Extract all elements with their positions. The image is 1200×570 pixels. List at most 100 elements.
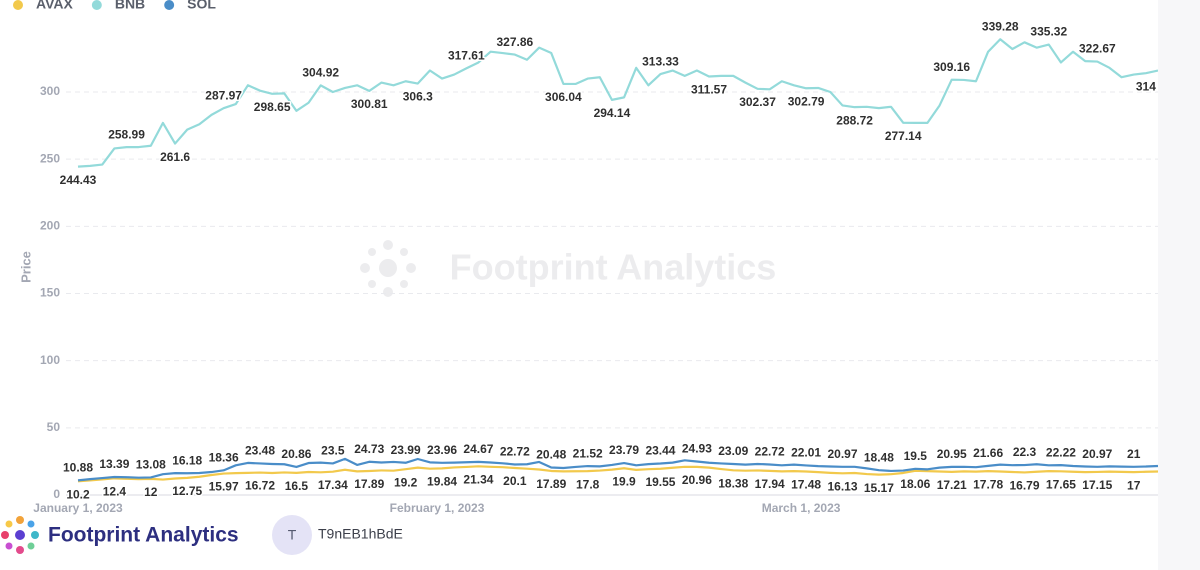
data-label: 302.79	[788, 94, 825, 108]
data-label: 309.16	[933, 60, 970, 74]
user-name[interactable]: T9nEB1hBdE	[318, 526, 403, 542]
avatar[interactable]	[272, 515, 312, 555]
data-label: 327.86	[497, 35, 534, 49]
data-label: 20.1	[503, 474, 527, 488]
series-line	[77, 38, 1158, 168]
x-tick-label: February 1, 2023	[390, 501, 485, 515]
data-label: 20.95	[937, 447, 967, 461]
footer: Footprint Analytics T T9nEB1hBdE	[1, 515, 403, 555]
data-label: 20.97	[1082, 447, 1112, 461]
watermark-logo	[360, 240, 416, 297]
x-tick-label: January 1, 2023	[33, 501, 123, 515]
y-tick-label: 100	[40, 353, 60, 367]
data-label: 20.48	[536, 448, 566, 462]
data-label: 17.48	[791, 478, 821, 492]
data-label: 15.97	[209, 480, 239, 494]
data-label: 261.6	[160, 150, 190, 164]
data-label: 22.72	[500, 445, 530, 459]
avatar-initial[interactable]: T	[288, 527, 297, 543]
data-label: 22.22	[1046, 445, 1076, 459]
data-label: 17.89	[354, 477, 384, 491]
data-label: 17.34	[318, 478, 348, 492]
data-label: 16.18	[172, 453, 202, 467]
x-tick-label: March 1, 2023	[762, 501, 841, 515]
plot: 10.2 12.4 12 12.75 15.97 16.72 16.5 17.34 17.89 1…	[58, 18, 1158, 501]
legend-label: SOL	[187, 0, 216, 12]
data-label: 24.73	[354, 442, 384, 456]
y-tick-label: 200	[40, 219, 60, 233]
data-label: 19.9	[612, 474, 636, 488]
data-label: 17.89	[536, 477, 566, 491]
data-label: 16.72	[245, 479, 275, 493]
data-label: 317.61	[448, 49, 485, 63]
y-tick-label: 50	[47, 420, 61, 434]
data-label: 12	[144, 485, 158, 499]
data-label: 19.84	[427, 475, 457, 489]
data-label: 23.96	[427, 443, 457, 457]
data-label: 23.09	[718, 444, 748, 458]
data-label: 335.32	[1030, 25, 1067, 39]
data-label: 22.3	[1013, 445, 1037, 459]
data-label: 15.17	[864, 481, 894, 495]
data-label: 300.81	[351, 97, 388, 111]
data-label: 298.65	[254, 100, 291, 114]
y-axis-title: Price	[18, 251, 33, 283]
data-label: 21.66	[973, 446, 1003, 460]
data-label: 10.2	[66, 487, 90, 501]
legend-label: AVAX	[36, 0, 73, 12]
data-label: 21.34	[463, 473, 493, 487]
data-label: 17	[1127, 478, 1141, 492]
legend-swatch	[164, 0, 175, 10]
y-tick-label: 0	[53, 487, 60, 501]
data-label: 306.04	[545, 90, 582, 104]
legend-swatch	[13, 0, 23, 10]
data-label: 21	[1127, 447, 1141, 461]
data-label: 12.4	[103, 485, 127, 499]
brand-logo	[1, 516, 39, 554]
data-label: 287.97	[205, 88, 242, 102]
data-label: 23.44	[645, 444, 675, 458]
data-label: 22.01	[791, 446, 821, 460]
legend-swatch	[91, 0, 102, 10]
data-label: 18.48	[864, 450, 894, 464]
chart: Footprint Analytics Price 0 50 100 150 200 25…	[1, 0, 1158, 555]
data-label: 23.5	[321, 444, 345, 458]
data-label: 22.72	[755, 445, 785, 459]
data-label: 12.75	[172, 484, 202, 498]
data-label: 294.14	[594, 106, 631, 120]
data-label: 13.39	[99, 457, 129, 471]
y-tick-label: 300	[40, 84, 60, 98]
data-label: 244.43	[60, 173, 97, 187]
data-label: 20.86	[281, 447, 311, 461]
data-label: 313.33	[642, 54, 679, 68]
data-label: 17.8	[576, 477, 600, 491]
series-line	[77, 465, 1158, 483]
grid: 0 50 100 150 200 250 300 January 1, 2023 Februar…	[33, 84, 1158, 515]
data-label: 19.55	[645, 475, 675, 489]
data-label: 24.67	[463, 442, 493, 456]
data-label: 306.3	[403, 90, 433, 104]
data-label: 302.37	[739, 95, 776, 109]
data-label: 23.99	[391, 443, 421, 457]
data-label: 23.79	[609, 443, 639, 457]
data-label: 13.08	[136, 458, 166, 472]
data-label: 17.15	[1082, 478, 1112, 492]
data-label: 339.28	[982, 19, 1019, 33]
legend: AVAX BNB SOL	[13, 0, 216, 12]
data-label: 23.48	[245, 444, 275, 458]
y-tick-label: 250	[40, 151, 60, 165]
data-label: 311.57	[691, 83, 727, 97]
data-label: 277.14	[885, 129, 922, 143]
data-label: 16.13	[827, 480, 857, 494]
watermark: Footprint Analytics	[450, 247, 777, 288]
data-label: 10.88	[63, 461, 93, 475]
side-panel	[1158, 0, 1200, 570]
brand-name: Footprint Analytics	[48, 524, 239, 547]
data-label: 17.21	[937, 478, 967, 492]
data-label: 20.96	[682, 473, 712, 487]
data-label: 20.97	[827, 447, 857, 461]
data-label: 16.5	[285, 479, 309, 493]
data-label: 288.72	[836, 113, 873, 127]
data-label: 24.93	[682, 442, 712, 456]
